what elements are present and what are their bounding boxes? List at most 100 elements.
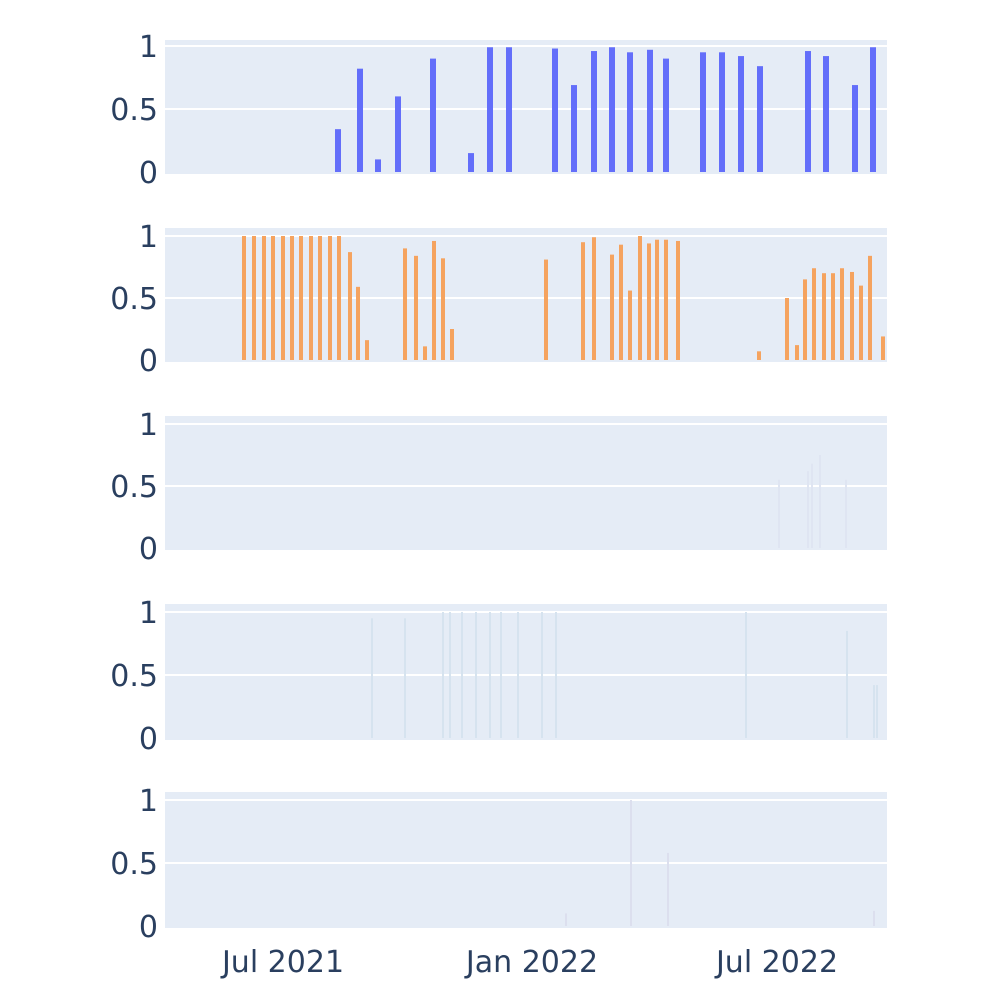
bar bbox=[544, 259, 548, 360]
bar bbox=[785, 298, 789, 360]
bar bbox=[348, 252, 352, 360]
bar bbox=[610, 254, 614, 360]
bar bbox=[404, 618, 406, 738]
x-tick-label: Jan 2022 bbox=[464, 945, 598, 980]
y-tick-label: 0.5 bbox=[110, 847, 158, 882]
bar bbox=[647, 243, 651, 360]
bar bbox=[541, 612, 543, 738]
bar bbox=[365, 340, 369, 360]
x-axis: Jul 2021 Jan 2022 Jul 2022 bbox=[220, 945, 838, 980]
bar bbox=[552, 48, 558, 172]
bar bbox=[565, 913, 567, 926]
bar bbox=[845, 479, 847, 548]
bar bbox=[475, 612, 477, 738]
panel-2: 00.51 bbox=[110, 220, 887, 379]
bar bbox=[309, 236, 313, 360]
x-tick-label: Jul 2021 bbox=[220, 945, 344, 980]
bar bbox=[271, 236, 275, 360]
bar bbox=[676, 240, 680, 360]
bar bbox=[500, 612, 502, 738]
bar bbox=[655, 239, 659, 360]
bar bbox=[876, 685, 878, 738]
bar bbox=[592, 237, 596, 360]
bar bbox=[581, 242, 585, 360]
bar bbox=[555, 612, 557, 738]
y-tick-label: 1 bbox=[139, 408, 158, 443]
bar bbox=[647, 49, 653, 172]
bar bbox=[873, 685, 875, 738]
bar bbox=[807, 471, 809, 548]
bar bbox=[757, 66, 763, 172]
bar bbox=[852, 85, 858, 172]
y-tick-label: 0 bbox=[139, 910, 158, 945]
bar bbox=[873, 910, 875, 926]
bar bbox=[664, 239, 668, 360]
bar bbox=[638, 236, 642, 360]
bar bbox=[812, 268, 816, 360]
bar bbox=[609, 47, 615, 173]
bar bbox=[881, 336, 885, 360]
bar bbox=[337, 236, 341, 360]
y-tick-label: 0.5 bbox=[110, 282, 158, 317]
plot-background bbox=[165, 40, 887, 174]
y-tick-label: 0.5 bbox=[110, 470, 158, 505]
bar bbox=[868, 255, 872, 360]
bar bbox=[811, 463, 813, 548]
panel-1: 00.51 bbox=[110, 30, 887, 191]
bar bbox=[571, 85, 577, 172]
bar bbox=[506, 47, 512, 173]
bar bbox=[738, 56, 744, 172]
bar bbox=[870, 47, 876, 173]
bar bbox=[356, 286, 360, 360]
plot-background bbox=[165, 228, 887, 362]
bar bbox=[432, 240, 436, 360]
y-tick-label: 0.5 bbox=[110, 93, 158, 128]
plot-background bbox=[165, 792, 887, 928]
bar bbox=[489, 612, 491, 738]
bar bbox=[461, 612, 463, 738]
panel-3: 00.51 bbox=[110, 408, 887, 567]
bar bbox=[840, 268, 844, 360]
bar bbox=[831, 273, 835, 360]
bar bbox=[318, 236, 322, 360]
bar bbox=[850, 271, 854, 360]
bar bbox=[778, 479, 780, 548]
bar bbox=[627, 52, 633, 172]
bar bbox=[846, 630, 848, 738]
panel-4: 00.51 bbox=[110, 596, 887, 757]
bar bbox=[619, 244, 623, 360]
y-tick-label: 0 bbox=[139, 532, 158, 567]
bar bbox=[371, 618, 373, 738]
bar bbox=[822, 273, 826, 360]
bar bbox=[335, 129, 341, 172]
bar bbox=[805, 51, 811, 172]
y-tick-label: 0 bbox=[139, 722, 158, 757]
bar bbox=[591, 51, 597, 172]
bar bbox=[819, 455, 821, 548]
bar bbox=[468, 153, 474, 172]
bar bbox=[859, 285, 863, 360]
bar bbox=[414, 255, 418, 360]
bar bbox=[719, 52, 725, 172]
bar bbox=[357, 68, 363, 172]
x-tick-label: Jul 2022 bbox=[714, 945, 838, 980]
bar bbox=[803, 279, 807, 360]
bar bbox=[328, 236, 332, 360]
bar bbox=[290, 236, 294, 360]
y-tick-label: 1 bbox=[139, 30, 158, 65]
y-tick-label: 1 bbox=[139, 220, 158, 255]
bar bbox=[517, 612, 519, 738]
bar bbox=[242, 236, 246, 360]
bar bbox=[441, 258, 445, 360]
bar bbox=[795, 345, 799, 360]
y-tick-label: 0.5 bbox=[110, 659, 158, 694]
panel-5: 00.51 bbox=[110, 784, 887, 945]
bar bbox=[745, 612, 747, 738]
bar bbox=[375, 159, 381, 172]
bar bbox=[252, 236, 256, 360]
bar bbox=[667, 852, 669, 926]
y-tick-label: 1 bbox=[139, 596, 158, 631]
